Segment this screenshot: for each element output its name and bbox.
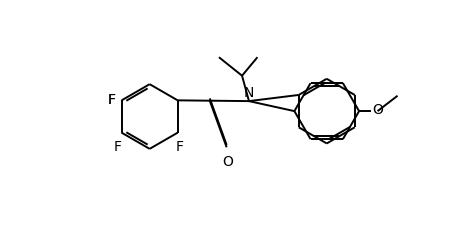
Text: N: N <box>244 86 254 99</box>
Text: F: F <box>176 140 184 154</box>
Text: O: O <box>372 103 383 117</box>
Text: F: F <box>114 140 122 154</box>
Text: F: F <box>107 93 115 107</box>
Text: F: F <box>107 93 115 107</box>
Text: O: O <box>222 155 233 169</box>
